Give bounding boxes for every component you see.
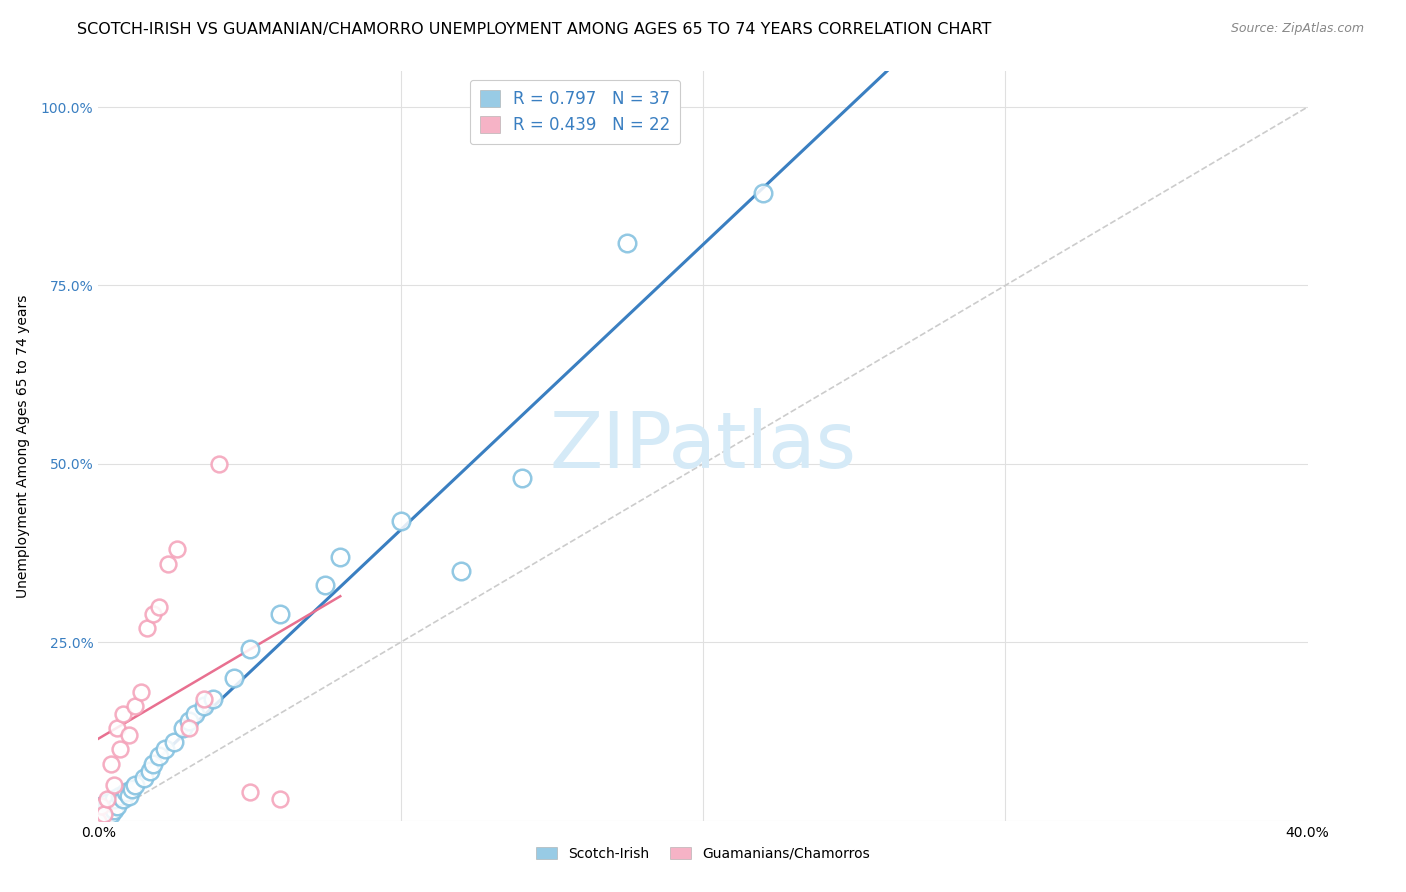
Point <box>172 721 194 735</box>
Point <box>111 706 134 721</box>
Point <box>114 785 136 799</box>
Point <box>752 186 775 200</box>
Point <box>87 814 110 828</box>
Point <box>105 721 128 735</box>
Point <box>103 792 125 806</box>
Point <box>208 457 231 471</box>
Point <box>450 564 472 578</box>
Point <box>108 789 131 803</box>
Y-axis label: Unemployment Among Ages 65 to 74 years: Unemployment Among Ages 65 to 74 years <box>15 294 30 598</box>
Point <box>87 814 110 828</box>
Point <box>129 685 152 699</box>
Point <box>124 778 146 792</box>
Point <box>239 785 262 799</box>
Point <box>193 699 215 714</box>
Point <box>100 756 122 771</box>
Point <box>118 789 141 803</box>
Text: ZIPatlas: ZIPatlas <box>550 408 856 484</box>
Point <box>90 799 112 814</box>
Point <box>118 728 141 742</box>
Point <box>314 578 336 592</box>
Point <box>153 742 176 756</box>
Point <box>90 799 112 814</box>
Legend: Scotch-Irish, Guamanians/Chamorros: Scotch-Irish, Guamanians/Chamorros <box>530 841 876 866</box>
Point <box>193 692 215 706</box>
Point <box>616 235 638 250</box>
Point <box>124 699 146 714</box>
Point <box>105 799 128 814</box>
Point <box>179 714 201 728</box>
Point <box>184 706 207 721</box>
Point <box>224 671 246 685</box>
Point <box>156 557 179 571</box>
Point <box>108 742 131 756</box>
Point <box>148 599 170 614</box>
Point <box>329 549 352 564</box>
Point <box>389 514 412 528</box>
Point <box>96 792 118 806</box>
Point <box>142 756 165 771</box>
Point <box>239 642 262 657</box>
Point <box>93 810 115 824</box>
Point <box>121 781 143 796</box>
Point <box>269 792 291 806</box>
Point <box>103 803 125 817</box>
Point <box>96 803 118 817</box>
Point <box>163 735 186 749</box>
Point <box>103 778 125 792</box>
Point <box>139 764 162 778</box>
Point <box>202 692 225 706</box>
Point <box>510 471 533 485</box>
Point <box>135 621 157 635</box>
Point <box>100 806 122 821</box>
Point <box>96 796 118 810</box>
Text: SCOTCH-IRISH VS GUAMANIAN/CHAMORRO UNEMPLOYMENT AMONG AGES 65 TO 74 YEARS CORREL: SCOTCH-IRISH VS GUAMANIAN/CHAMORRO UNEMP… <box>77 22 991 37</box>
Point <box>111 792 134 806</box>
Point <box>132 771 155 785</box>
Point <box>269 607 291 621</box>
Point <box>148 749 170 764</box>
Text: Source: ZipAtlas.com: Source: ZipAtlas.com <box>1230 22 1364 36</box>
Point <box>142 607 165 621</box>
Point <box>90 806 112 821</box>
Point <box>166 542 188 557</box>
Point <box>93 806 115 821</box>
Point <box>179 721 201 735</box>
